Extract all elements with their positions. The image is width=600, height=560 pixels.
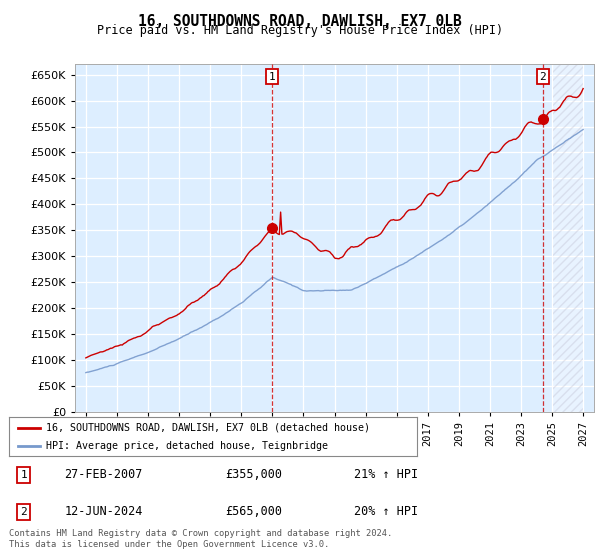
Text: 16, SOUTHDOWNS ROAD, DAWLISH, EX7 0LB: 16, SOUTHDOWNS ROAD, DAWLISH, EX7 0LB xyxy=(138,14,462,29)
Text: 1: 1 xyxy=(20,470,27,480)
Text: HPI: Average price, detached house, Teignbridge: HPI: Average price, detached house, Teig… xyxy=(46,441,328,451)
Text: 27-FEB-2007: 27-FEB-2007 xyxy=(65,468,143,482)
Text: 20% ↑ HPI: 20% ↑ HPI xyxy=(354,505,418,519)
Text: 1: 1 xyxy=(269,72,276,82)
Text: £565,000: £565,000 xyxy=(226,505,283,519)
Text: 2: 2 xyxy=(20,507,27,517)
Text: Contains HM Land Registry data © Crown copyright and database right 2024.
This d: Contains HM Land Registry data © Crown c… xyxy=(9,529,392,549)
Text: 21% ↑ HPI: 21% ↑ HPI xyxy=(354,468,418,482)
Text: 12-JUN-2024: 12-JUN-2024 xyxy=(65,505,143,519)
Text: 16, SOUTHDOWNS ROAD, DAWLISH, EX7 0LB (detached house): 16, SOUTHDOWNS ROAD, DAWLISH, EX7 0LB (d… xyxy=(46,423,370,433)
Text: Price paid vs. HM Land Registry's House Price Index (HPI): Price paid vs. HM Land Registry's House … xyxy=(97,24,503,37)
Text: 2: 2 xyxy=(539,72,547,82)
Text: £355,000: £355,000 xyxy=(226,468,283,482)
